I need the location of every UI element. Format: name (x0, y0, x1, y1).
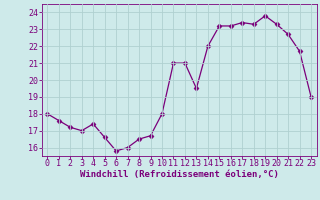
X-axis label: Windchill (Refroidissement éolien,°C): Windchill (Refroidissement éolien,°C) (80, 170, 279, 179)
